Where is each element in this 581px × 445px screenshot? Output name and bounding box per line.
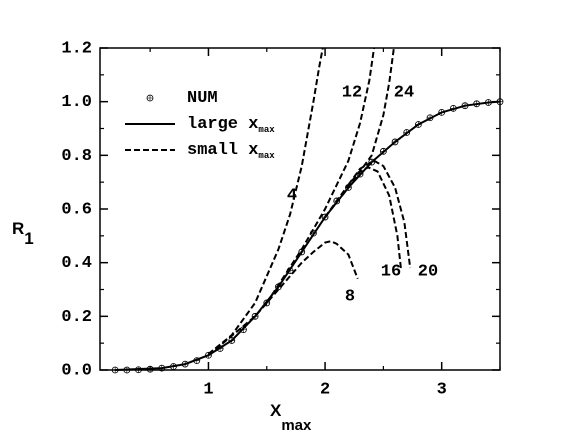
dashed-curve bbox=[207, 47, 324, 355]
dashed-curve bbox=[347, 159, 412, 269]
legend-sub: max bbox=[258, 151, 275, 161]
curve-label: 12 bbox=[342, 83, 362, 102]
x-axis-label-sub: max bbox=[281, 417, 312, 434]
dashed-curve bbox=[265, 47, 376, 304]
y-tick-label: 0.6 bbox=[61, 200, 92, 219]
plot-frame bbox=[99, 47, 501, 371]
legend-sub: max bbox=[258, 125, 275, 135]
y-tick-label: 0.0 bbox=[61, 361, 92, 380]
curve-label: 16 bbox=[381, 262, 401, 281]
legend-label: small xmax bbox=[187, 141, 275, 161]
y-tick-label: 0.4 bbox=[61, 254, 92, 273]
marker-cross bbox=[147, 95, 153, 101]
y-tick-label: 1.0 bbox=[61, 93, 92, 112]
x-tick-label: 2 bbox=[320, 380, 330, 399]
y-tick-label: 1.2 bbox=[61, 39, 92, 58]
x-axis-label-main: X bbox=[270, 401, 282, 420]
y-axis-label: R1 bbox=[12, 219, 34, 248]
dashed-curve bbox=[207, 240, 359, 357]
curve-label: 20 bbox=[418, 262, 438, 281]
curve-label: 4 bbox=[287, 186, 297, 205]
curve-label: 24 bbox=[394, 83, 414, 102]
legend-label: large xmax bbox=[187, 115, 275, 135]
curve-label: 8 bbox=[345, 287, 355, 306]
legend-text: small x bbox=[187, 141, 258, 160]
solid-curve bbox=[115, 100, 501, 371]
y-axis-label-sub: 1 bbox=[24, 229, 33, 248]
x-axis-label: Xmax bbox=[270, 401, 312, 433]
dashed-curve bbox=[324, 166, 402, 269]
dashed-curve bbox=[324, 47, 395, 218]
legend-label: NUM bbox=[187, 89, 218, 108]
y-axis-label-main: R bbox=[12, 219, 24, 238]
y-tick-label: 0.2 bbox=[61, 308, 92, 327]
y-tick-label: 0.8 bbox=[61, 147, 92, 166]
legend-text: large x bbox=[187, 115, 258, 134]
num-marker bbox=[146, 94, 154, 102]
legend-text: NUM bbox=[187, 89, 218, 108]
x-tick-label: 1 bbox=[203, 380, 213, 399]
x-tick-label: 3 bbox=[437, 380, 447, 399]
